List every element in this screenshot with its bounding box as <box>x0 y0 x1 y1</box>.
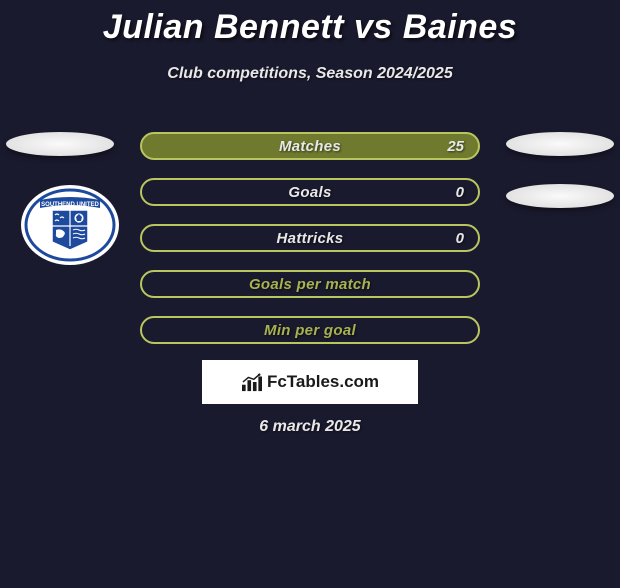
stat-value: 0 <box>456 184 464 201</box>
stat-rows: Matches 25 Goals 0 Hattricks 0 Goals per match… <box>140 132 480 362</box>
stat-row: Hattricks 0 <box>140 224 480 252</box>
stat-label: Goals <box>288 184 331 201</box>
stat-row: Min per goal <box>140 316 480 344</box>
stat-value: 0 <box>456 230 464 247</box>
page-title: Julian Bennett vs Baines <box>0 8 620 47</box>
brand-text: FcTables.com <box>267 372 379 392</box>
chart-icon <box>241 372 263 392</box>
stat-label: Min per goal <box>264 322 356 339</box>
date-text: 6 march 2025 <box>0 418 620 436</box>
stat-row: Matches 25 <box>140 132 480 160</box>
player-right-avatar-placeholder-2 <box>506 184 614 208</box>
club-logo: SOUTHEND UNITED <box>20 184 120 266</box>
player-right-avatar-placeholder-1 <box>506 132 614 156</box>
svg-text:SOUTHEND UNITED: SOUTHEND UNITED <box>41 202 99 208</box>
brand-badge: FcTables.com <box>202 360 418 404</box>
stat-label: Goals per match <box>249 276 371 293</box>
stat-value: 25 <box>447 138 464 155</box>
stat-row: Goals per match <box>140 270 480 298</box>
player-left-avatar-placeholder <box>6 132 114 156</box>
stat-row: Goals 0 <box>140 178 480 206</box>
subtitle: Club competitions, Season 2024/2025 <box>0 65 620 83</box>
stat-label: Hattricks <box>277 230 344 247</box>
stat-label: Matches <box>279 138 341 155</box>
